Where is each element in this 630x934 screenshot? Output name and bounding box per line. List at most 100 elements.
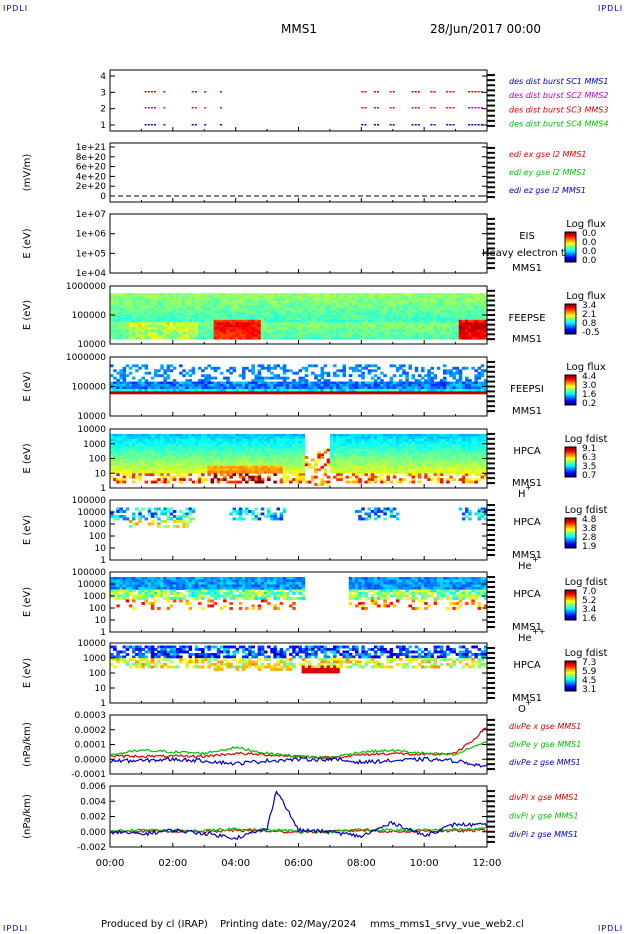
spectrogram-cell [342,384,347,387]
spectrogram-cell [263,293,268,297]
spectrogram-cell [185,336,189,340]
spectrogram-cell [273,315,277,318]
spectrogram-cell [110,302,114,306]
spectrogram-cell [263,327,268,330]
spectrogram-cell [122,460,127,464]
spectrogram-cell [197,453,202,457]
spectrogram-cell [172,438,177,442]
spectrogram-cell [144,327,149,330]
spectrogram-cell [141,295,145,299]
spectrogram-cell [201,315,205,318]
spectrogram-cell [333,302,337,306]
burst-interval-mark [364,124,367,126]
spectrogram-cell [263,300,268,304]
spectrogram-cell [270,384,274,387]
spectrogram-cell [232,480,237,484]
spectrogram-cell [163,376,167,380]
spectrogram-cell [191,307,196,311]
spectrogram-cell [147,465,152,469]
spectrogram-cell [116,302,120,306]
spectrogram-cell [329,460,334,464]
spectrogram-cell [150,446,155,450]
spectrogram-cell [131,475,136,479]
colorbar-swatch [565,249,576,251]
spacecraft-label: MMS1 [512,334,542,345]
spectrogram-cell [443,293,447,297]
spectrogram-cell [254,438,259,442]
spectrogram-cell [295,327,299,330]
spectrogram-cell [414,388,419,392]
spectrogram-cell [150,376,155,380]
spectrogram-cell [201,386,205,390]
spectrogram-cell [138,465,142,469]
spectrogram-cell [474,298,478,301]
spectrogram-cell [188,336,193,340]
spectrogram-cell [248,369,252,373]
spectrogram-cell [333,319,337,323]
spectrogram-cell [370,327,375,330]
spectrogram-cell [144,322,149,326]
spectrogram-cell [157,478,161,482]
spectrogram-cell [474,331,478,335]
colorbar-swatch [565,388,576,390]
spectrogram-cell [263,391,268,395]
spectrogram-cell [446,329,450,333]
spectrogram-cell [232,436,237,440]
spectrogram-cell [326,310,331,313]
spectrogram-cell [342,315,347,318]
spectrogram-cell [408,315,412,318]
burst-interval-mark [477,124,480,126]
spectrogram-cell [443,376,447,380]
spectrogram-cell [119,307,123,311]
spectrogram-cell [304,324,309,328]
spectrogram-cell [355,295,359,299]
spectrogram-cell [204,300,208,304]
spectrogram-cell [364,329,369,333]
spectrogram-cell [241,441,246,445]
spectrogram-cell [279,327,284,330]
burst-interval-mark [150,91,153,93]
spectrogram-cell [194,324,199,328]
spectrogram-cell [210,386,215,390]
spectrogram-cell [197,295,202,299]
spectrogram-cell [216,329,221,333]
spectrogram-cell [201,388,205,392]
spectrogram-cell [323,298,328,301]
spectrogram-cell [377,366,381,370]
spectrogram-cell [465,386,469,390]
spectrogram-cell [163,381,167,385]
spectrogram-cell [197,315,202,318]
spectrogram-cell [116,386,120,390]
spectrogram-cell [461,329,466,333]
spectrogram-cell [273,295,277,299]
colorbar-swatch [565,399,576,401]
spectrogram-cell [235,480,240,484]
spectrogram-cell [116,322,120,326]
spectrogram-cell [166,436,171,440]
spectrogram-cell [207,441,211,445]
spectrogram-cell [251,475,255,479]
spectrogram-cell [389,334,394,338]
spectrogram-cell [207,302,211,306]
spectrogram-cell [201,391,205,395]
spectrogram-cell [336,331,340,335]
burst-interval-mark [361,91,364,93]
spectrogram-cell [131,388,136,392]
spectrogram-cell [160,322,164,326]
spectrogram-cell [336,334,340,338]
spectrogram-cell [153,468,158,472]
spectrogram-cell [150,470,155,474]
spectrogram-cell [465,379,469,382]
spectrogram-cell [119,443,123,447]
spectrogram-cell [251,324,255,328]
spectrogram-cell [380,319,384,323]
spectrogram-cell [191,470,196,474]
spectrogram-cell [138,458,142,462]
spectrogram-cell [336,295,340,299]
spectrogram-cell [179,451,183,454]
spectrogram-cell [295,329,299,333]
spectrogram-cell [160,473,164,477]
spectrogram-cell [135,463,139,467]
spectrogram-cell [201,453,205,457]
spectrogram-cell [364,456,369,459]
